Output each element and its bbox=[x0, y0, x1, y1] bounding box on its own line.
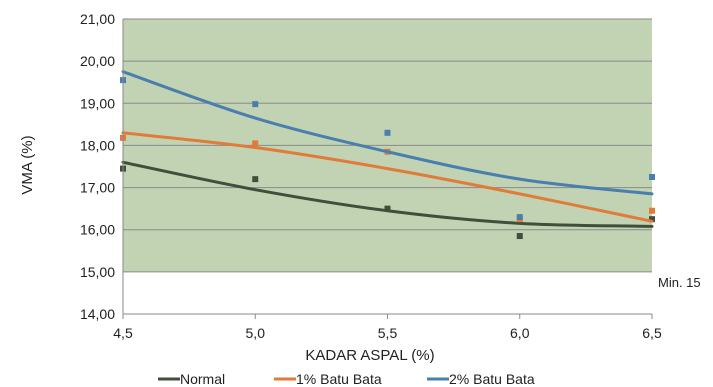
y-tick-label-5: 19,00 bbox=[80, 95, 115, 111]
legend-label-0: Normal bbox=[180, 371, 225, 387]
x-tick-label-0: 4,5 bbox=[113, 325, 133, 341]
y-tick-label-6: 20,00 bbox=[80, 53, 115, 69]
data-point-0-3 bbox=[516, 233, 523, 240]
x-tick-label-1: 5,0 bbox=[246, 325, 266, 341]
y-tick-label-0: 14,00 bbox=[80, 306, 115, 322]
y-tick-label-2: 16,00 bbox=[80, 222, 115, 238]
x-axis-title: KADAR ASPAL (%) bbox=[305, 347, 434, 364]
y-tick-label-7: 21,00 bbox=[80, 11, 115, 27]
data-point-0-1 bbox=[252, 176, 259, 183]
axes bbox=[122, 19, 653, 319]
data-point-1-4 bbox=[649, 207, 655, 214]
x-tick-label-3: 6,0 bbox=[510, 325, 530, 341]
data-point-2-1 bbox=[252, 101, 259, 108]
legend-label-1: 1% Batu Bata bbox=[296, 371, 382, 387]
x-tick-label-4: 6,5 bbox=[642, 325, 662, 341]
data-point-0-2 bbox=[384, 205, 391, 212]
legend: Normal 1% Batu Bata 2% Batu Bata bbox=[158, 371, 535, 387]
y-tick-label-4: 18,00 bbox=[80, 137, 115, 153]
y-tick-label-1: 15,00 bbox=[80, 264, 115, 280]
x-tick-label-2: 5,5 bbox=[378, 325, 398, 341]
annotation-min15: Min. 15 bbox=[658, 275, 701, 290]
y-axis-title: VMA (%) bbox=[19, 135, 36, 194]
y-tick-label-3: 17,00 bbox=[80, 180, 115, 196]
trendline-1 bbox=[121, 131, 654, 223]
data-point-2-3 bbox=[516, 214, 523, 221]
data-point-2-2 bbox=[384, 129, 391, 136]
tick-labels: 14,00 15,00 16,00 17,00 18,00 19,00 20,00 21,00… bbox=[80, 11, 662, 341]
trendline-2 bbox=[121, 70, 654, 196]
data-point-1-1 bbox=[252, 140, 259, 147]
legend-label-2: 2% Batu Bata bbox=[449, 371, 535, 387]
data-point-0-4 bbox=[649, 216, 655, 223]
data-point-2-4 bbox=[649, 174, 655, 181]
